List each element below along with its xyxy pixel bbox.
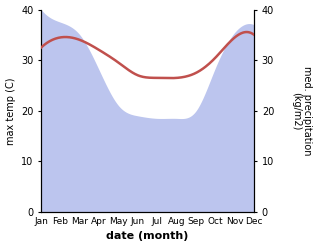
X-axis label: date (month): date (month): [107, 231, 189, 242]
Y-axis label: max temp (C): max temp (C): [5, 77, 16, 144]
Y-axis label: med. precipitation
(kg/m2): med. precipitation (kg/m2): [291, 66, 313, 156]
